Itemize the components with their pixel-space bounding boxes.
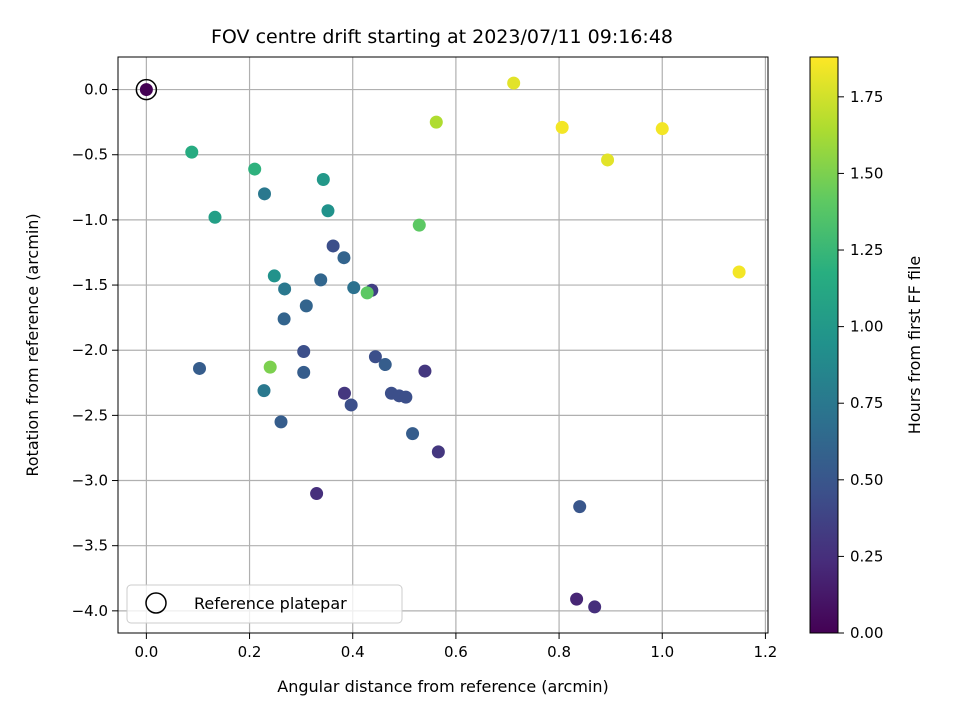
plot-area — [118, 57, 768, 633]
data-point — [257, 384, 271, 398]
data-point — [314, 273, 328, 287]
data-point — [337, 251, 351, 265]
data-point — [278, 282, 292, 296]
data-point — [429, 115, 443, 129]
data-point — [360, 286, 374, 300]
data-point — [344, 398, 358, 412]
data-point — [418, 364, 432, 378]
y-tick-label: −2.0 — [72, 341, 108, 359]
data-point — [258, 187, 272, 201]
x-tick-label: 1.2 — [753, 643, 777, 661]
plot-frame — [117, 56, 769, 634]
y-tick-label: 0.0 — [84, 81, 108, 99]
x-tick-label: 0.2 — [238, 643, 262, 661]
x-tick-label: 0.8 — [547, 643, 571, 661]
y-tick-label: −1.5 — [72, 276, 108, 294]
data-point — [555, 120, 569, 134]
data-point — [277, 312, 291, 326]
data-point — [507, 76, 521, 90]
x-tick-label: 0.6 — [444, 643, 468, 661]
data-point — [655, 122, 669, 136]
data-point — [299, 299, 313, 313]
data-point — [601, 153, 615, 167]
data-point — [412, 218, 426, 232]
legend-marker — [145, 592, 167, 614]
data-point — [732, 265, 746, 279]
colorbar-tick-label: 1.25 — [850, 241, 883, 259]
y-axis: 0.0 −0.5 −1.0 −1.5 −2.0 −2.5 −3.0 −3.5 −4.0 — [72, 81, 118, 620]
data-point — [570, 592, 584, 606]
data-point — [347, 281, 361, 295]
scatter-points — [135, 76, 746, 614]
colorbar-label: Hours from first FF file — [905, 256, 924, 435]
colorbar-tick-label: 1.50 — [850, 164, 883, 182]
data-point — [573, 500, 587, 514]
x-axis: 0.0 0.2 0.4 0.6 0.8 1.0 1.2 — [134, 633, 777, 661]
data-point — [337, 386, 351, 400]
data-point — [274, 415, 288, 429]
data-point — [139, 83, 153, 97]
data-point — [326, 239, 340, 253]
y-tick-label: −2.5 — [72, 406, 108, 424]
data-point — [297, 365, 311, 379]
colorbar — [809, 56, 839, 634]
data-point — [368, 350, 382, 364]
legend-label: Reference platepar — [194, 594, 347, 613]
data-point — [263, 360, 277, 374]
data-point — [267, 269, 281, 283]
data-point — [185, 145, 199, 159]
data-point — [316, 172, 330, 186]
data-point — [193, 361, 207, 375]
colorbar-tick-label: 0.25 — [850, 547, 883, 565]
legend-box — [126, 584, 403, 624]
data-point — [310, 487, 324, 501]
y-axis-label: Rotation from reference (arcmin) — [23, 213, 42, 476]
x-axis-label: Angular distance from reference (arcmin) — [277, 677, 608, 696]
colorbar-tick-label: 0.50 — [850, 471, 883, 489]
data-point — [297, 345, 311, 359]
x-tick-label: 1.0 — [650, 643, 674, 661]
chart-title: FOV centre drift starting at 2023/07/11 … — [211, 26, 673, 48]
data-point — [588, 600, 602, 614]
data-point — [248, 162, 262, 176]
colorbar-tick-label: 1.00 — [850, 318, 883, 336]
y-tick-label: −3.0 — [72, 472, 108, 490]
data-point — [399, 390, 413, 404]
y-tick-label: −0.5 — [72, 146, 108, 164]
data-point — [321, 204, 335, 218]
y-tick-label: −4.0 — [72, 602, 108, 620]
colorbar-tick-label: 1.75 — [850, 88, 883, 106]
reference-marker — [135, 78, 158, 101]
x-tick-label: 0.0 — [134, 643, 158, 661]
colorbar-ticks: 0.00 0.25 0.50 0.75 1.00 1.25 1.50 1.75 — [838, 88, 883, 642]
colorbar-tick-label: 0.00 — [850, 624, 883, 642]
grid-lines — [118, 57, 768, 633]
data-point — [208, 210, 222, 224]
data-point — [431, 445, 445, 459]
legend: Reference platepar — [126, 584, 403, 624]
colorbar-tick-label: 0.75 — [850, 394, 883, 412]
y-tick-label: −3.5 — [72, 537, 108, 555]
x-tick-label: 0.4 — [341, 643, 365, 661]
y-tick-label: −1.0 — [72, 211, 108, 229]
data-point — [378, 358, 392, 372]
data-point — [406, 427, 420, 441]
